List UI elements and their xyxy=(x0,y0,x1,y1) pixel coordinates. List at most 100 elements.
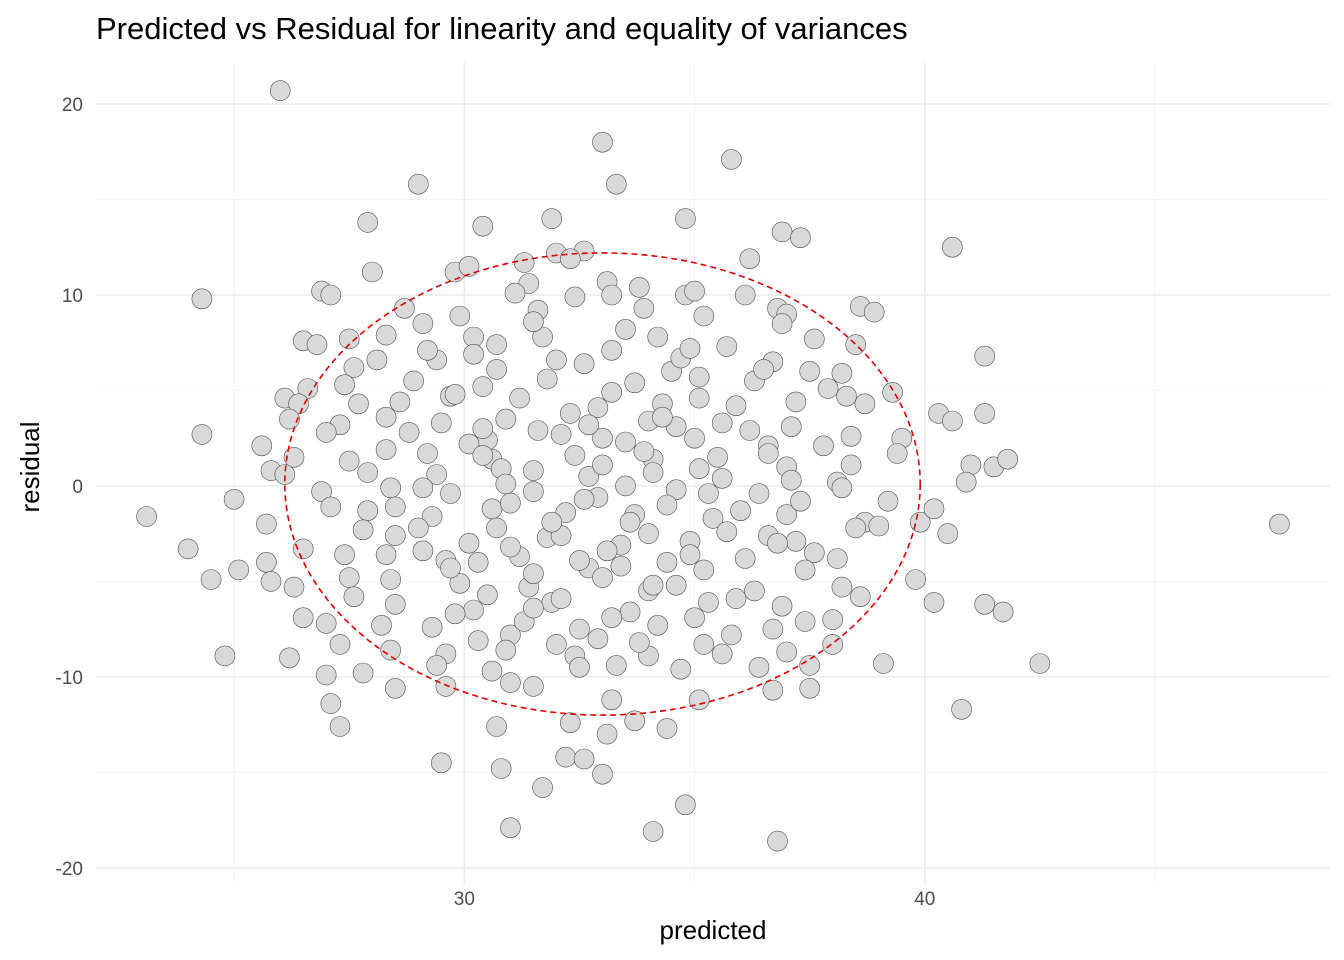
data-point xyxy=(817,378,839,399)
data-point xyxy=(177,538,199,560)
data-point xyxy=(343,586,365,608)
data-point xyxy=(463,343,484,365)
data-point xyxy=(426,464,448,485)
data-point xyxy=(721,149,742,170)
data-point xyxy=(803,328,825,350)
data-point xyxy=(320,693,342,714)
data-point xyxy=(467,551,489,573)
data-point xyxy=(191,424,213,445)
data-point xyxy=(803,542,825,564)
data-point xyxy=(371,614,392,636)
data-point xyxy=(711,643,733,665)
data-point xyxy=(831,576,853,598)
data-point xyxy=(688,366,710,388)
data-point xyxy=(601,339,623,361)
data-point xyxy=(771,221,793,243)
data-point xyxy=(532,326,553,348)
data-point xyxy=(357,212,379,233)
data-point xyxy=(559,712,581,734)
data-point xyxy=(771,595,793,617)
data-point xyxy=(375,406,397,428)
data-point xyxy=(546,634,567,655)
data-point xyxy=(656,551,678,573)
data-point xyxy=(711,412,733,434)
data-point xyxy=(615,475,636,497)
data-point xyxy=(601,689,623,711)
data-point xyxy=(214,645,236,667)
data-point xyxy=(338,567,360,588)
data-point xyxy=(610,555,632,577)
data-point xyxy=(937,523,959,544)
data-point xyxy=(785,391,807,413)
data-point xyxy=(688,458,710,480)
data-point xyxy=(992,601,1014,623)
data-point xyxy=(421,616,443,638)
ellipse-layer xyxy=(283,252,922,716)
data-point xyxy=(481,660,503,682)
data-point xyxy=(647,614,669,636)
y-tick-label: 10 xyxy=(62,286,83,307)
data-point xyxy=(334,544,355,566)
data-point xyxy=(343,357,365,378)
data-point xyxy=(274,464,296,485)
data-point xyxy=(854,393,876,415)
data-point xyxy=(430,412,452,434)
data-point xyxy=(748,656,770,678)
data-point xyxy=(845,517,867,539)
data-point xyxy=(679,544,701,566)
data-point xyxy=(702,508,724,529)
data-point xyxy=(605,655,627,676)
data-point xyxy=(481,498,503,520)
data-point xyxy=(716,336,738,357)
data-point xyxy=(269,80,291,101)
data-point xyxy=(684,607,705,629)
data-point xyxy=(974,403,996,424)
data-point xyxy=(426,655,448,676)
data-point xyxy=(753,359,774,380)
data-point xyxy=(283,576,305,598)
data-point xyxy=(527,420,549,441)
data-point xyxy=(840,425,862,447)
data-point xyxy=(725,588,747,609)
data-point xyxy=(573,488,595,510)
data-point xyxy=(256,513,277,535)
data-point xyxy=(559,403,581,424)
data-point xyxy=(863,301,885,323)
data-point xyxy=(136,506,157,527)
data-point xyxy=(223,488,245,510)
data-point xyxy=(384,496,406,518)
data-point xyxy=(693,305,715,327)
data-point xyxy=(564,286,586,308)
data-point xyxy=(486,517,507,539)
y-tick-label: 0 xyxy=(72,477,83,498)
data-point xyxy=(338,328,360,350)
data-point xyxy=(776,504,798,525)
data-point xyxy=(315,613,337,634)
data-point xyxy=(380,477,402,499)
data-points xyxy=(136,80,1290,852)
data-point xyxy=(555,746,577,768)
data-point xyxy=(665,479,687,501)
data-point xyxy=(849,586,871,608)
data-point xyxy=(352,662,374,684)
data-point xyxy=(955,471,977,493)
data-point xyxy=(592,131,613,153)
data-point xyxy=(297,378,319,399)
data-point xyxy=(1269,513,1290,535)
data-point xyxy=(624,710,646,732)
data-point xyxy=(421,506,443,527)
tick-labels: 30 40 20 10 0 -10 -20 xyxy=(56,95,936,910)
data-point xyxy=(486,334,507,355)
data-point xyxy=(200,569,222,590)
data-point xyxy=(523,676,544,697)
y-axis-title: residual xyxy=(15,421,45,512)
data-point xyxy=(513,252,535,273)
data-point xyxy=(417,443,438,464)
data-point xyxy=(734,548,756,569)
data-point xyxy=(868,515,890,537)
data-point xyxy=(698,483,719,504)
data-point xyxy=(794,611,816,632)
data-point xyxy=(656,718,678,739)
data-point xyxy=(311,481,332,502)
data-point xyxy=(509,387,530,409)
